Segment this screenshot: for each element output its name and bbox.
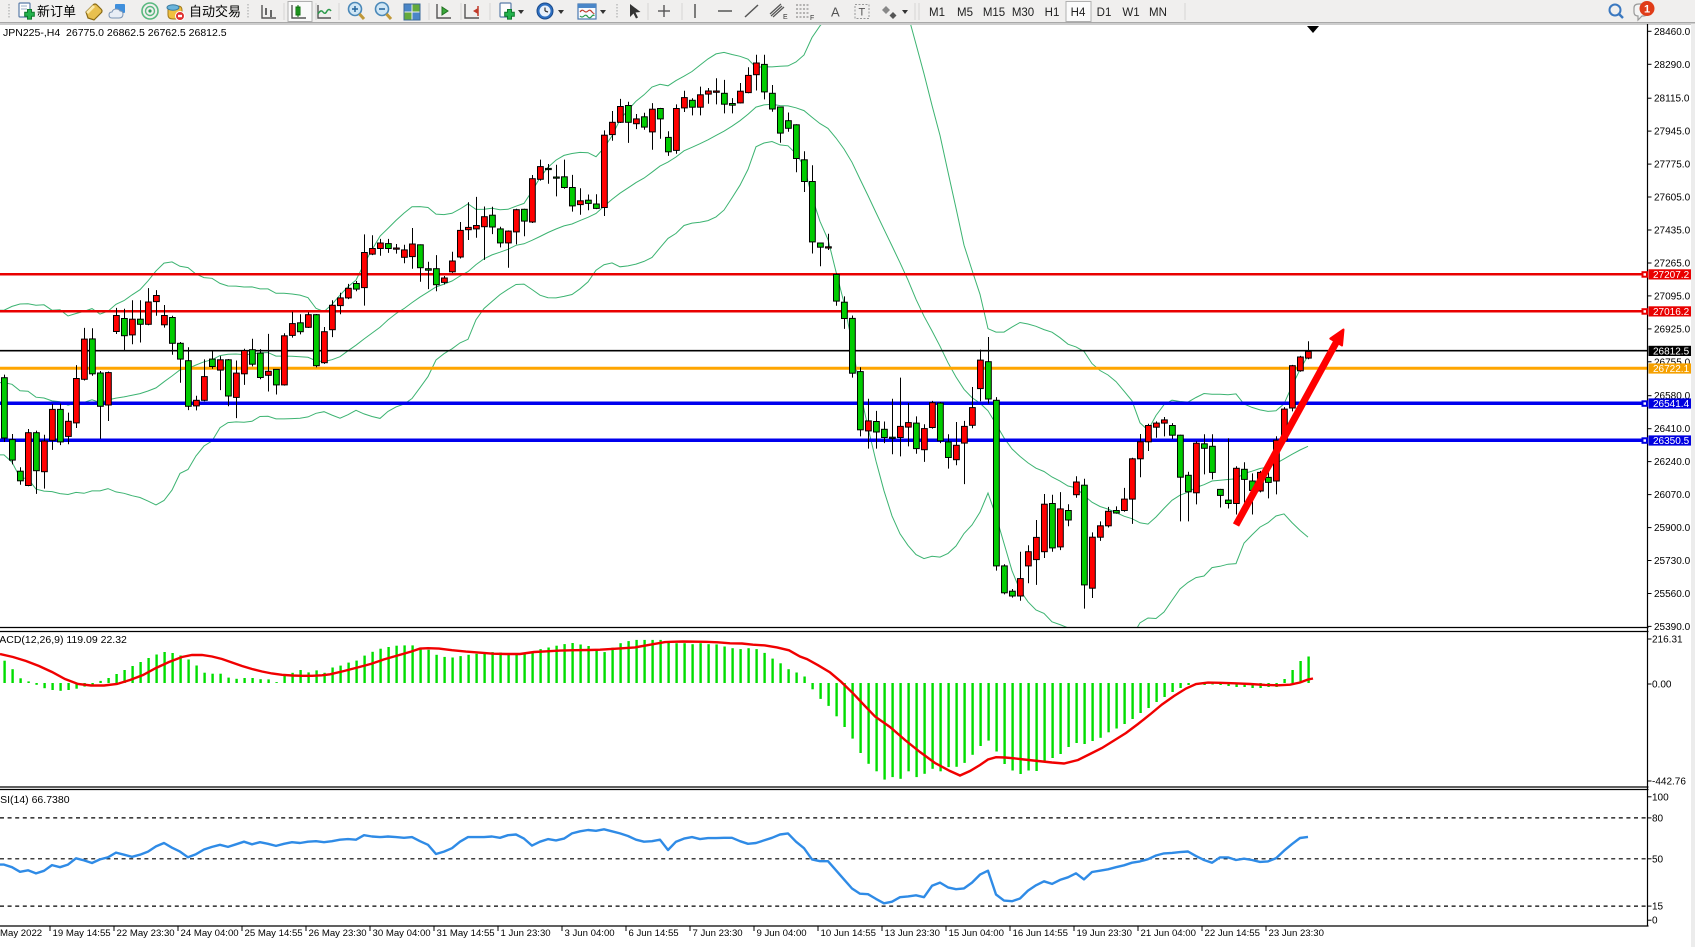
- svg-text:10 Jun 14:55: 10 Jun 14:55: [821, 928, 876, 939]
- svg-text:25900.0: 25900.0: [1654, 523, 1691, 534]
- svg-text:26541.4: 26541.4: [1653, 399, 1690, 410]
- svg-text:A: A: [831, 5, 840, 20]
- svg-text:H1: H1: [1045, 7, 1060, 19]
- svg-text:26755.0: 26755.0: [1654, 357, 1691, 368]
- svg-text:27016.2: 27016.2: [1653, 307, 1690, 318]
- svg-text:19 Jun 23:30: 19 Jun 23:30: [1077, 928, 1132, 939]
- svg-text:22 May 23:30: 22 May 23:30: [117, 928, 175, 939]
- svg-text:26410.0: 26410.0: [1654, 424, 1691, 435]
- svg-text:M15: M15: [983, 7, 1005, 19]
- svg-text:T: T: [859, 7, 866, 19]
- svg-text:27265.0: 27265.0: [1654, 259, 1691, 270]
- svg-text:-442.76: -442.76: [1652, 777, 1686, 788]
- svg-text:30 May 04:00: 30 May 04:00: [373, 928, 431, 939]
- svg-text:28115.0: 28115.0: [1654, 94, 1690, 105]
- svg-text:MN: MN: [1149, 7, 1167, 19]
- svg-text:25730.0: 25730.0: [1654, 556, 1691, 567]
- svg-text:216.31: 216.31: [1652, 635, 1683, 646]
- svg-text:JPN225-,H4 26775.0 26862.5 26: JPN225-,H4 26775.0 26862.5 26762.5 26812…: [3, 27, 227, 39]
- svg-text:E: E: [783, 14, 788, 21]
- svg-text:新订单: 新订单: [37, 4, 76, 19]
- svg-text:M1: M1: [929, 7, 945, 19]
- svg-text:26580.0: 26580.0: [1654, 391, 1691, 402]
- svg-text:1 Jun 23:30: 1 Jun 23:30: [501, 928, 551, 939]
- svg-text:RSI(14) 66.7380: RSI(14) 66.7380: [0, 794, 70, 806]
- svg-text:23 Jun 23:30: 23 Jun 23:30: [1269, 928, 1324, 939]
- svg-text:80: 80: [1652, 813, 1664, 824]
- svg-text:1: 1: [1644, 4, 1650, 16]
- svg-text:0: 0: [1652, 916, 1658, 927]
- svg-text:27095.0: 27095.0: [1654, 291, 1691, 302]
- svg-text:16 Jun 14:55: 16 Jun 14:55: [1013, 928, 1068, 939]
- svg-text:50: 50: [1652, 854, 1664, 865]
- svg-text:H4: H4: [1071, 7, 1086, 19]
- svg-text:3 Jun 04:00: 3 Jun 04:00: [565, 928, 615, 939]
- svg-text:15 Jun 04:00: 15 Jun 04:00: [949, 928, 1004, 939]
- svg-text:9 Jun 04:00: 9 Jun 04:00: [757, 928, 807, 939]
- svg-text:25560.0: 25560.0: [1654, 589, 1691, 600]
- svg-text:26722.1: 26722.1: [1653, 364, 1690, 375]
- svg-text:26 May 23:30: 26 May 23:30: [309, 928, 367, 939]
- svg-text:25390.0: 25390.0: [1654, 622, 1691, 633]
- svg-text:26240.0: 26240.0: [1654, 457, 1691, 468]
- svg-text:100: 100: [1652, 792, 1669, 803]
- svg-text:M30: M30: [1012, 7, 1034, 19]
- svg-text:31 May 14:55: 31 May 14:55: [437, 928, 495, 939]
- svg-text:0.00: 0.00: [1652, 680, 1672, 691]
- svg-text:26070.0: 26070.0: [1654, 490, 1691, 501]
- svg-text:15: 15: [1652, 902, 1664, 913]
- svg-text:28290.0: 28290.0: [1654, 60, 1691, 71]
- svg-text:13 Jun 23:30: 13 Jun 23:30: [885, 928, 940, 939]
- svg-text:27775.0: 27775.0: [1654, 160, 1691, 171]
- svg-text:27945.0: 27945.0: [1654, 127, 1691, 138]
- svg-text:自动交易: 自动交易: [189, 4, 241, 19]
- svg-text:6 Jun 14:55: 6 Jun 14:55: [629, 928, 679, 939]
- svg-text:27207.2: 27207.2: [1653, 270, 1690, 281]
- svg-text:M5: M5: [957, 7, 973, 19]
- svg-text:26812.5: 26812.5: [1653, 346, 1690, 357]
- svg-text:D1: D1: [1097, 7, 1112, 19]
- svg-text:21 Jun 04:00: 21 Jun 04:00: [1141, 928, 1196, 939]
- svg-text:24 May 04:00: 24 May 04:00: [181, 928, 239, 939]
- svg-text:25 May 14:55: 25 May 14:55: [245, 928, 303, 939]
- svg-text:MACD(12,26,9) 119.09 22.32: MACD(12,26,9) 119.09 22.32: [0, 634, 127, 646]
- svg-text:7 Jun 23:30: 7 Jun 23:30: [693, 928, 743, 939]
- svg-text:22 Jun 14:55: 22 Jun 14:55: [1205, 928, 1260, 939]
- svg-text:19 May 14:55: 19 May 14:55: [53, 928, 111, 939]
- svg-text:28460.0: 28460.0: [1654, 27, 1691, 38]
- svg-text:26350.5: 26350.5: [1653, 436, 1690, 447]
- svg-text:27435.0: 27435.0: [1654, 226, 1691, 237]
- svg-text:May 2022: May 2022: [0, 928, 42, 939]
- svg-text:27605.0: 27605.0: [1654, 193, 1691, 204]
- svg-text:26925.0: 26925.0: [1654, 324, 1691, 335]
- svg-text:F: F: [810, 15, 814, 22]
- svg-text:W1: W1: [1122, 7, 1139, 19]
